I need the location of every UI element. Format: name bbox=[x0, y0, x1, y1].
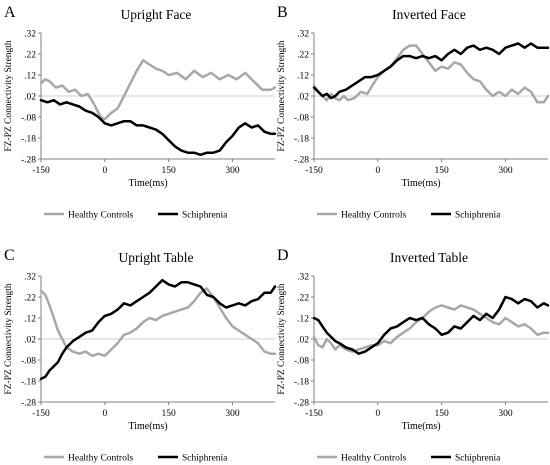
legend-label-schiphrenia: Schiphrenia bbox=[182, 211, 228, 221]
chart-panel-a: A Upright Face -.28 -.18 -.08 .02 .12 .22 .32 -15… bbox=[4, 4, 277, 221]
x-tick-label: 300 bbox=[225, 409, 240, 419]
y-axis-label: FZ-PZ Connectivity Strength bbox=[4, 283, 14, 395]
x-tick-label: 0 bbox=[375, 409, 380, 419]
series-line-schiphrenia bbox=[312, 42, 550, 100]
panel-title: Inverted Table bbox=[390, 250, 468, 265]
y-axis-label: FZ-PZ Connectivity Strength bbox=[4, 40, 14, 152]
legend: Healthy Controls Schiphrenia bbox=[44, 454, 228, 464]
legend-label-healthy-controls: Healthy Controls bbox=[341, 211, 406, 221]
y-tick-label: .22 bbox=[297, 293, 309, 303]
y-tick-label: -.18 bbox=[21, 134, 36, 144]
legend-label-schiphrenia: Schiphrenia bbox=[182, 454, 228, 464]
y-tick-label: .02 bbox=[297, 92, 309, 102]
x-tick-label: 0 bbox=[102, 409, 107, 419]
panel-letter: D bbox=[277, 247, 289, 264]
y-tick-label: .32 bbox=[297, 29, 309, 39]
x-axis-label: Time(ms) bbox=[401, 421, 440, 432]
x-tick-label: -150 bbox=[305, 166, 323, 176]
y-tick-label: .12 bbox=[297, 71, 309, 81]
series-line-healthy-controls bbox=[312, 44, 550, 104]
x-tick-label: 150 bbox=[435, 409, 450, 419]
series-line-schiphrenia bbox=[39, 278, 277, 381]
y-tick-label: -.08 bbox=[21, 113, 36, 123]
series-line-schiphrenia bbox=[312, 295, 550, 355]
y-tick-label: -.28 bbox=[294, 155, 309, 165]
series-line-schiphrenia bbox=[39, 98, 277, 157]
y-tick-label: -.08 bbox=[294, 356, 309, 366]
legend-label-healthy-controls: Healthy Controls bbox=[68, 454, 133, 464]
x-tick-label: 0 bbox=[375, 166, 380, 176]
y-tick-label: .02 bbox=[24, 335, 36, 345]
x-tick-label: -150 bbox=[305, 409, 323, 419]
series-line-healthy-controls bbox=[39, 287, 277, 358]
chart-panel-c: C Upright Table -.28 -.18 -.08 .02 .12 .22 .32 -1… bbox=[4, 247, 277, 464]
legend-label-healthy-controls: Healthy Controls bbox=[341, 454, 406, 464]
y-tick-label: .12 bbox=[24, 71, 36, 81]
legend: Healthy Controls Schiphrenia bbox=[317, 454, 501, 464]
y-tick-label: -.08 bbox=[21, 356, 36, 366]
legend-label-schiphrenia: Schiphrenia bbox=[455, 454, 501, 464]
x-tick-label: 300 bbox=[225, 166, 240, 176]
x-tick-label: 150 bbox=[435, 166, 450, 176]
x-axis-label: Time(ms) bbox=[401, 178, 440, 189]
y-tick-label: -.08 bbox=[294, 113, 309, 123]
chart-panel-b: B Inverted Face -.28 -.18 -.08 .02 .12 .22 .32 -1… bbox=[277, 4, 550, 221]
legend: Healthy Controls Schiphrenia bbox=[44, 211, 228, 221]
y-tick-label: .02 bbox=[24, 92, 36, 102]
x-tick-label: -150 bbox=[32, 409, 50, 419]
panel-title: Upright Table bbox=[119, 250, 194, 265]
y-tick-label: -.28 bbox=[21, 398, 36, 408]
y-tick-label: -.28 bbox=[21, 155, 36, 165]
y-tick-label: .22 bbox=[24, 50, 36, 60]
y-axis-label: FZ-PZ Connectivity Strength bbox=[277, 283, 287, 395]
x-tick-label: 0 bbox=[102, 166, 107, 176]
x-tick-label: 150 bbox=[162, 166, 177, 176]
chart-panel-d: D Inverted Table -.28 -.18 -.08 .02 .12 .22 .32 -… bbox=[277, 247, 550, 464]
y-axis-label: FZ-PZ Connectivity Strength bbox=[277, 40, 287, 152]
y-tick-label: .12 bbox=[24, 314, 36, 324]
y-tick-label: .02 bbox=[297, 335, 309, 345]
y-tick-label: .22 bbox=[24, 293, 36, 303]
y-tick-label: .32 bbox=[24, 272, 36, 282]
series-line-healthy-controls bbox=[312, 304, 550, 353]
y-tick-label: .22 bbox=[297, 50, 309, 60]
y-tick-label: -.18 bbox=[294, 377, 309, 387]
y-tick-label: -.18 bbox=[21, 377, 36, 387]
panel-letter: A bbox=[4, 4, 16, 21]
panel-letter: B bbox=[277, 4, 288, 21]
panel-title: Inverted Face bbox=[392, 7, 466, 22]
panel-letter: C bbox=[4, 247, 15, 264]
x-axis-label: Time(ms) bbox=[128, 421, 167, 432]
x-axis-label: Time(ms) bbox=[128, 178, 167, 189]
series-line-healthy-controls bbox=[39, 59, 277, 121]
x-tick-label: 300 bbox=[498, 166, 513, 176]
x-tick-label: -150 bbox=[32, 166, 50, 176]
legend-label-schiphrenia: Schiphrenia bbox=[455, 211, 501, 221]
y-tick-label: -.28 bbox=[294, 398, 309, 408]
y-tick-label: -.18 bbox=[294, 134, 309, 144]
y-tick-label: .32 bbox=[24, 29, 36, 39]
y-tick-label: .12 bbox=[297, 314, 309, 324]
x-tick-label: 300 bbox=[498, 409, 513, 419]
y-tick-label: .32 bbox=[297, 272, 309, 282]
legend: Healthy Controls Schiphrenia bbox=[317, 211, 501, 221]
legend-label-healthy-controls: Healthy Controls bbox=[68, 211, 133, 221]
panel-title: Upright Face bbox=[121, 7, 192, 22]
x-tick-label: 150 bbox=[162, 409, 177, 419]
